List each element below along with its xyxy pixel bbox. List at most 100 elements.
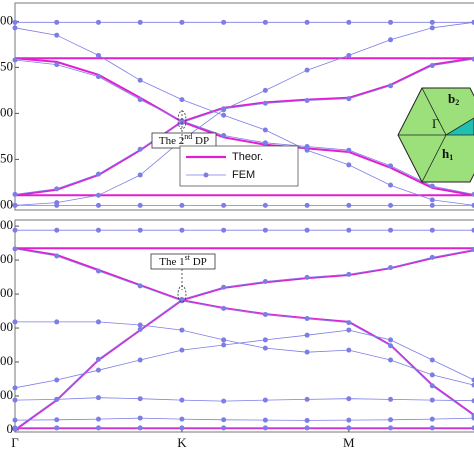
fem-point bbox=[304, 147, 310, 153]
x-tick-label: M bbox=[343, 435, 355, 450]
fem-point bbox=[388, 19, 394, 25]
fem-point bbox=[262, 100, 268, 106]
fem-point bbox=[12, 417, 18, 423]
inset-label: b2 bbox=[448, 91, 459, 107]
fem-point bbox=[54, 227, 60, 233]
fem-point bbox=[12, 425, 18, 431]
fem-point bbox=[304, 274, 310, 280]
fem-point bbox=[12, 385, 18, 391]
inset-triangle bbox=[444, 117, 474, 136]
fem-point bbox=[54, 319, 60, 325]
y-tick-label: 00 bbox=[0, 387, 13, 402]
panel-frame bbox=[14, 219, 474, 433]
fem-point bbox=[95, 227, 101, 233]
y-tick-label: 00 bbox=[0, 319, 13, 334]
fem-point bbox=[346, 320, 352, 326]
fem-point bbox=[304, 396, 310, 402]
fem-point bbox=[304, 19, 310, 25]
fem-point bbox=[95, 268, 101, 274]
fem-line bbox=[14, 248, 474, 417]
fem-point bbox=[388, 417, 394, 423]
fem-point bbox=[137, 322, 143, 328]
fem-point bbox=[304, 144, 310, 150]
fem-point bbox=[12, 319, 18, 325]
fem-line bbox=[14, 27, 474, 206]
fem-point bbox=[137, 202, 143, 208]
fem-point bbox=[54, 32, 60, 38]
fem-point bbox=[471, 425, 474, 431]
fem-point bbox=[346, 162, 352, 168]
fem-point bbox=[137, 425, 143, 431]
fem-point bbox=[95, 395, 101, 401]
fem-point bbox=[54, 377, 60, 383]
fem-point bbox=[262, 278, 268, 284]
fem-point bbox=[137, 146, 143, 152]
annotation: The 1st DP bbox=[159, 253, 207, 268]
fem-point bbox=[95, 19, 101, 25]
annotation-ellipse bbox=[177, 285, 187, 303]
fem-point bbox=[429, 197, 435, 203]
fem-point bbox=[304, 417, 310, 423]
fem-point bbox=[179, 416, 185, 422]
fem-line bbox=[14, 397, 474, 402]
fem-point bbox=[429, 397, 435, 403]
fem-point bbox=[471, 382, 474, 388]
fem-point bbox=[262, 425, 268, 431]
fem-point bbox=[388, 83, 394, 89]
fem-point bbox=[54, 253, 60, 259]
fem-point bbox=[429, 183, 435, 189]
fem-point bbox=[346, 417, 352, 423]
fem-point bbox=[304, 67, 310, 73]
inset-line bbox=[421, 87, 447, 136]
fem-point bbox=[471, 56, 474, 62]
y-tick-label: 50 bbox=[0, 58, 13, 73]
fem-point bbox=[429, 19, 435, 25]
fem-point bbox=[221, 417, 227, 423]
fem-point bbox=[54, 186, 60, 192]
fem-point bbox=[137, 396, 143, 402]
fem-point bbox=[304, 202, 310, 208]
fem-point bbox=[12, 57, 18, 63]
fem-point bbox=[95, 202, 101, 208]
fem-point bbox=[12, 227, 18, 233]
fem-point bbox=[179, 425, 185, 431]
fem-point bbox=[12, 191, 18, 197]
y-tick-label: 00 bbox=[0, 12, 13, 27]
theory-line bbox=[14, 249, 474, 431]
y-tick-label: 00 bbox=[0, 251, 13, 266]
fem-point bbox=[429, 372, 435, 378]
fem-point bbox=[304, 316, 310, 322]
fem-point bbox=[429, 254, 435, 260]
fem-point bbox=[388, 357, 394, 363]
y-tick-label: 0 bbox=[7, 421, 14, 436]
fem-point bbox=[429, 425, 435, 431]
fem-point bbox=[54, 425, 60, 431]
fem-point bbox=[262, 140, 268, 146]
fem-point bbox=[54, 202, 60, 208]
fem-point bbox=[179, 227, 185, 233]
fem-point bbox=[262, 397, 268, 403]
legend-label: Theor. bbox=[232, 151, 263, 163]
x-tick-label: Γ bbox=[11, 435, 19, 450]
fem-point bbox=[304, 425, 310, 431]
fem-point bbox=[471, 247, 474, 253]
annotation: The 2nd DP bbox=[159, 132, 209, 147]
fem-point bbox=[221, 19, 227, 25]
y-tick-label: 00 bbox=[0, 196, 13, 211]
fem-point bbox=[388, 265, 394, 271]
fem-point bbox=[179, 202, 185, 208]
fem-point bbox=[221, 425, 227, 431]
fem-point bbox=[95, 425, 101, 431]
fem-point bbox=[137, 97, 143, 103]
fem-point bbox=[262, 19, 268, 25]
fem-point bbox=[262, 127, 268, 133]
fem-point bbox=[221, 305, 227, 311]
fem-point bbox=[346, 347, 352, 353]
fem-point bbox=[12, 19, 18, 25]
fem-line bbox=[14, 58, 474, 195]
fem-point bbox=[137, 172, 143, 178]
fem-point bbox=[388, 227, 394, 233]
